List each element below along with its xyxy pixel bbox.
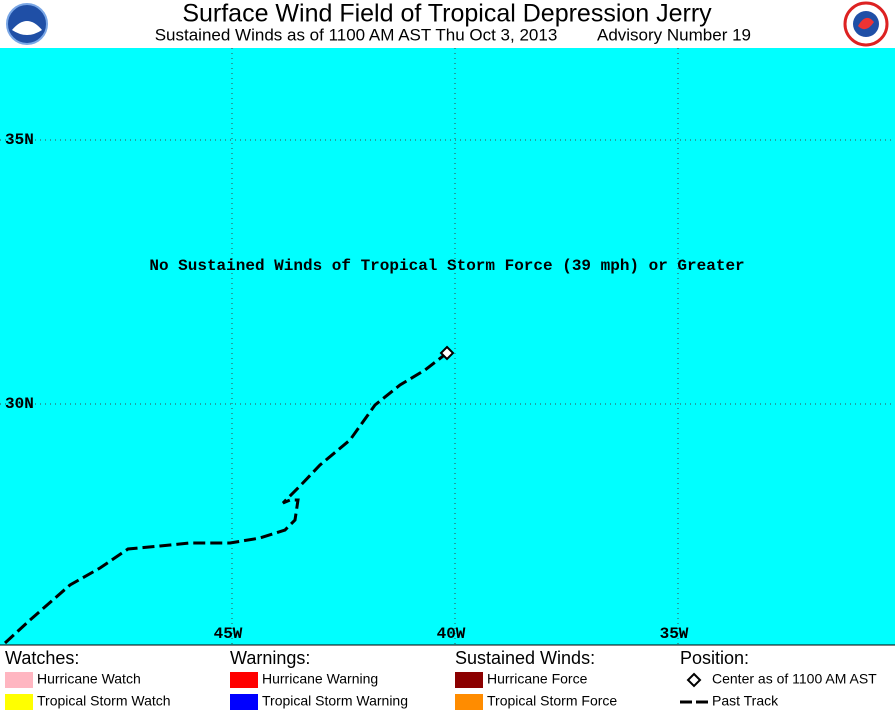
past-track xyxy=(3,351,448,645)
legend-heading: Sustained Winds: xyxy=(455,648,595,668)
lon-label: 40W xyxy=(437,625,466,643)
legend: Watches: Warnings: Sustained Winds: Posi… xyxy=(5,648,749,668)
legend-item: Hurricane Force xyxy=(487,671,588,687)
subtitle: Sustained Winds as of 1100 AM AST Thu Oc… xyxy=(155,25,558,44)
swatch xyxy=(230,694,258,710)
legend-item: Center as of 1100 AM AST xyxy=(712,671,877,687)
legend-item: Hurricane Warning xyxy=(262,671,378,687)
swatch xyxy=(455,694,483,710)
lon-label: 35W xyxy=(660,625,689,643)
center-symbol xyxy=(686,672,702,688)
legend-heading: Watches: xyxy=(5,648,79,668)
swatch xyxy=(5,672,33,688)
title: Surface Wind Field of Tropical Depressio… xyxy=(182,0,712,28)
swatch xyxy=(455,672,483,688)
legend-items: Hurricane Watch Tropical Storm Watch Hur… xyxy=(5,671,877,710)
legend-item: Tropical Storm Force xyxy=(487,693,617,709)
advisory: Advisory Number 19 xyxy=(597,25,751,44)
swatch xyxy=(5,694,33,710)
legend-item: Hurricane Watch xyxy=(37,671,141,687)
nws-logo xyxy=(843,1,889,47)
legend-heading: Warnings: xyxy=(230,648,310,668)
swatch xyxy=(230,672,258,688)
message: No Sustained Winds of Tropical Storm For… xyxy=(149,257,744,275)
legend-item: Tropical Storm Watch xyxy=(37,693,171,709)
lat-label: 35N xyxy=(5,131,34,149)
lat-label: 30N xyxy=(5,395,34,413)
storm-center xyxy=(439,345,455,361)
noaa-logo xyxy=(6,3,48,45)
legend-item: Past Track xyxy=(712,693,779,709)
graticule xyxy=(0,48,895,645)
lon-label: 45W xyxy=(214,625,243,643)
legend-heading: Position: xyxy=(680,648,749,668)
legend-item: Tropical Storm Warning xyxy=(262,693,408,709)
